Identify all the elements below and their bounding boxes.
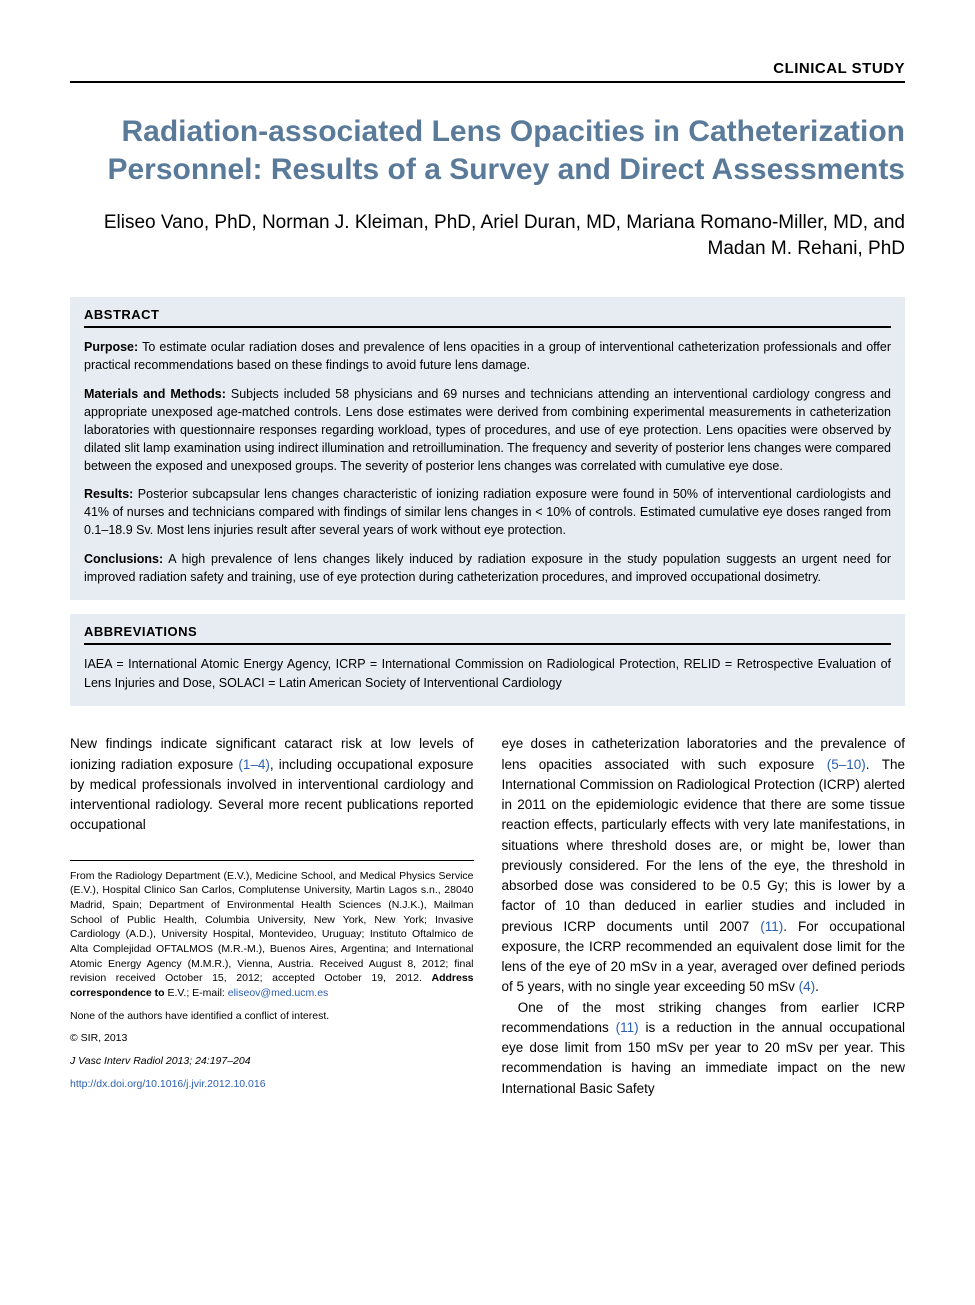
article-title: Radiation-associated Lens Opacities in C… bbox=[70, 113, 905, 188]
citation-link[interactable]: (1–4) bbox=[238, 757, 270, 772]
intro-paragraph-left: New findings indicate significant catara… bbox=[70, 734, 474, 835]
copyright-text: © SIR, 2013 bbox=[70, 1031, 474, 1046]
conflict-statement: None of the authors have identified a co… bbox=[70, 1009, 474, 1024]
purpose-text: To estimate ocular radiation doses and p… bbox=[84, 340, 891, 372]
left-column: New findings indicate significant catara… bbox=[70, 734, 474, 1099]
abstract-methods: Materials and Methods: Subjects included… bbox=[84, 385, 891, 476]
citation-link[interactable]: (5–10) bbox=[827, 757, 866, 772]
footnote-block: From the Radiology Department (E.V.), Me… bbox=[70, 860, 474, 1092]
results-text: Posterior subcapsular lens changes chara… bbox=[84, 487, 891, 537]
journal-citation: J Vasc Interv Radiol 2013; 24:197–204 bbox=[70, 1054, 474, 1069]
conclusions-text: A high prevalence of lens changes likely… bbox=[84, 552, 891, 584]
body-text: . bbox=[815, 979, 819, 994]
abstract-purpose: Purpose: To estimate ocular radiation do… bbox=[84, 338, 891, 374]
methods-label: Materials and Methods: bbox=[84, 387, 226, 401]
abbreviations-box: ABBREVIATIONS IAEA = International Atomi… bbox=[70, 614, 905, 707]
results-label: Results: bbox=[84, 487, 133, 501]
affiliation-text: From the Radiology Department (E.V.), Me… bbox=[70, 869, 474, 1001]
abstract-heading: ABSTRACT bbox=[84, 307, 891, 328]
citation-link[interactable]: (11) bbox=[760, 919, 783, 934]
abbreviations-text: IAEA = International Atomic Energy Agenc… bbox=[84, 655, 891, 693]
affil-text: E.V.; E-mail: bbox=[165, 987, 228, 999]
email-link[interactable]: eliseov@med.ucm.es bbox=[228, 987, 329, 999]
citation-link[interactable]: (11) bbox=[616, 1020, 639, 1035]
author-list: Eliseo Vano, PhD, Norman J. Kleiman, PhD… bbox=[70, 210, 905, 261]
body-columns: New findings indicate significant catara… bbox=[70, 734, 905, 1099]
abstract-results: Results: Posterior subcapsular lens chan… bbox=[84, 485, 891, 539]
affil-text: From the Radiology Department (E.V.), Me… bbox=[70, 870, 474, 985]
citation-link[interactable]: (4) bbox=[799, 979, 816, 994]
intro-paragraph-right-2: One of the most striking changes from ea… bbox=[502, 998, 906, 1099]
article-type-label: CLINICAL STUDY bbox=[70, 60, 905, 83]
purpose-label: Purpose: bbox=[84, 340, 138, 354]
doi-link[interactable]: http://dx.doi.org/10.1016/j.jvir.2012.10… bbox=[70, 1077, 474, 1092]
conclusions-label: Conclusions: bbox=[84, 552, 163, 566]
abbreviations-heading: ABBREVIATIONS bbox=[84, 624, 891, 645]
intro-paragraph-right-1: eye doses in catheterization laboratorie… bbox=[502, 734, 906, 997]
abstract-conclusions: Conclusions: A high prevalence of lens c… bbox=[84, 550, 891, 586]
right-column: eye doses in catheterization laboratorie… bbox=[502, 734, 906, 1099]
body-text: . The International Commission on Radiol… bbox=[502, 757, 906, 934]
abstract-box: ABSTRACT Purpose: To estimate ocular rad… bbox=[70, 297, 905, 600]
